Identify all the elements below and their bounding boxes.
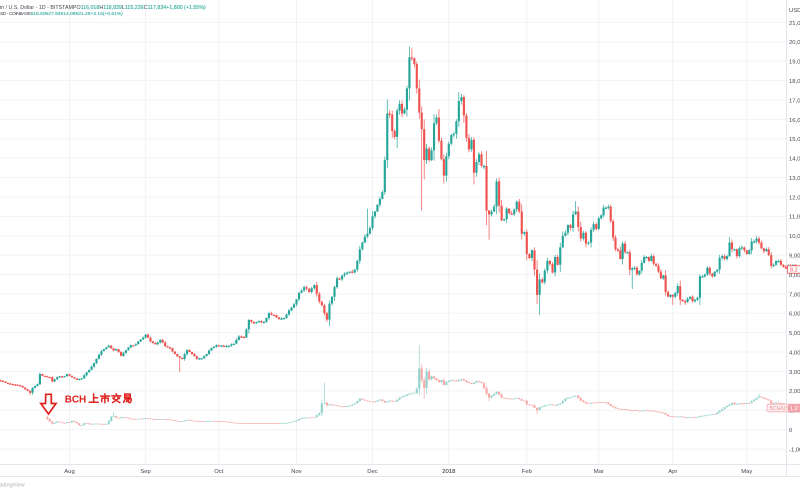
svg-text:21,000: 21,000 (789, 21, 800, 27)
svg-text:USD: USD (789, 8, 800, 14)
svg-text:8,2: 8,2 (790, 268, 798, 274)
svg-text:0: 0 (789, 428, 793, 434)
svg-text:-1,000: -1,000 (789, 447, 800, 453)
svg-text:Apr: Apr (668, 469, 677, 475)
svg-text:6,000: 6,000 (789, 312, 800, 318)
svg-text:5,000: 5,000 (789, 331, 800, 337)
svg-text:9,000: 9,000 (789, 254, 800, 260)
svg-text:May: May (741, 469, 752, 475)
svg-text:3,000: 3,000 (789, 370, 800, 376)
svg-text:12,000: 12,000 (789, 195, 800, 201)
svg-text:17,000: 17,000 (789, 98, 800, 104)
svg-text:Feb: Feb (522, 469, 533, 475)
svg-text:adingView: adingView (0, 483, 26, 489)
svg-text:2018: 2018 (442, 469, 456, 475)
svg-text:18,000: 18,000 (789, 79, 800, 85)
svg-text:20,000: 20,000 (789, 40, 800, 46)
svg-text:15,000: 15,000 (789, 137, 800, 143)
svg-text:7,000: 7,000 (789, 292, 800, 298)
svg-text:BCH: BCH (65, 395, 86, 406)
svg-text:BCH/USD: BCH/USD (770, 406, 794, 412)
svg-text:1,2: 1,2 (790, 406, 798, 412)
svg-text:Mar: Mar (594, 469, 604, 475)
svg-text:Aug: Aug (64, 469, 74, 475)
svg-text:Sep: Sep (140, 469, 151, 475)
svg-text:19,000: 19,000 (789, 60, 800, 66)
svg-text:11,000: 11,000 (789, 215, 800, 221)
svg-text:Dec: Dec (367, 469, 378, 475)
svg-text:Nov: Nov (291, 469, 302, 475)
svg-text:2,000: 2,000 (789, 389, 800, 395)
svg-text:16,000: 16,000 (789, 118, 800, 124)
svg-text:Oct: Oct (214, 469, 224, 475)
svg-text:14,000: 14,000 (789, 157, 800, 163)
svg-text:13,000: 13,000 (789, 176, 800, 182)
svg-text:10,000: 10,000 (789, 234, 800, 240)
svg-text:8,000: 8,000 (789, 273, 800, 279)
svg-text:4,000: 4,000 (789, 350, 800, 356)
